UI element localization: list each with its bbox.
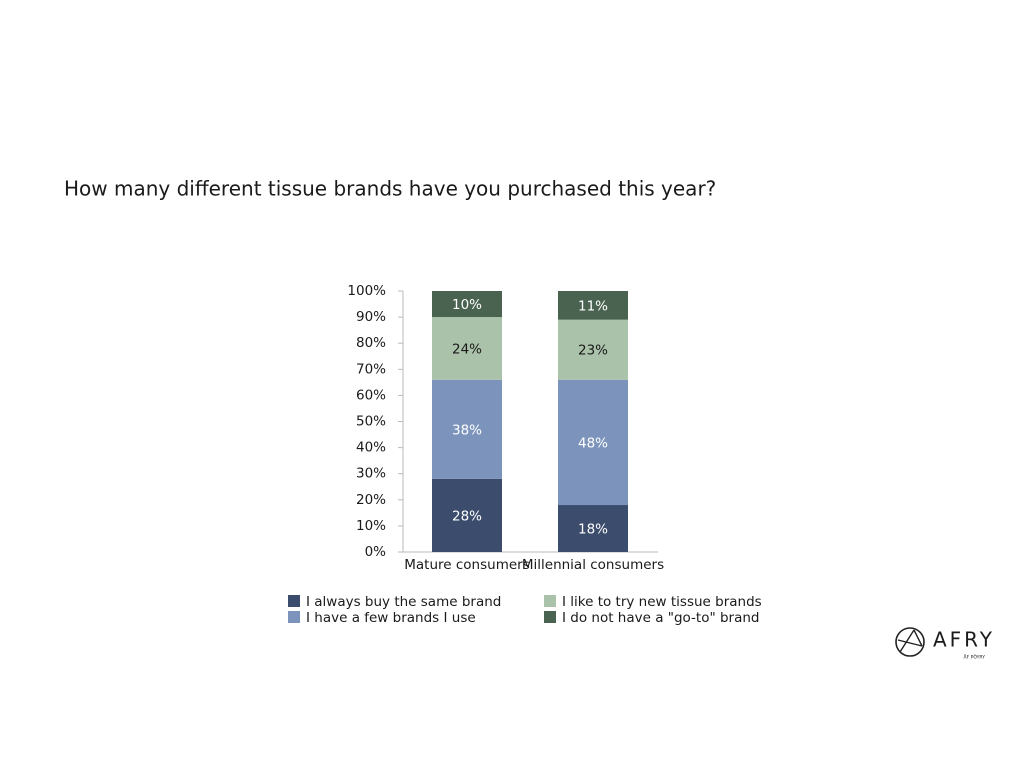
logo-icon — [895, 627, 925, 657]
y-tick-label: 100% — [347, 283, 386, 299]
x-tick-label: Millennial consumers — [522, 557, 664, 573]
y-tick-label: 10% — [356, 518, 386, 534]
bar-segment — [558, 379, 628, 506]
data-label: 10% — [452, 297, 482, 313]
chart-title: How many different tissue brands have yo… — [64, 177, 716, 201]
y-tick-label: 0% — [365, 544, 387, 560]
logo: AFRY ÅF PÖYRY — [895, 627, 995, 661]
data-label: 18% — [578, 522, 608, 538]
legend-swatch — [288, 595, 300, 607]
data-label: 11% — [578, 298, 608, 314]
bar-segment — [558, 291, 628, 320]
logo-name: AFRY — [933, 628, 995, 652]
x-tick-label: Mature consumers — [404, 557, 530, 573]
legend-label: I have a few brands I use — [306, 610, 476, 626]
y-tick-label: 70% — [356, 361, 386, 377]
y-tick-label: 60% — [356, 387, 386, 403]
legend-label: I do not have a "go-to" brand — [562, 610, 760, 626]
y-tick-label: 30% — [356, 466, 386, 482]
legend-swatch — [544, 595, 556, 607]
bar-segment — [558, 319, 628, 380]
bar-segment — [432, 317, 502, 380]
legend-label: I like to try new tissue brands — [562, 594, 762, 610]
data-label: 48% — [578, 435, 608, 451]
bar-segment — [558, 505, 628, 552]
legend-label: I always buy the same brand — [306, 594, 501, 610]
y-tick-label: 20% — [356, 492, 386, 508]
bar-segment — [432, 379, 502, 479]
legend-swatch — [544, 611, 556, 623]
data-label: 24% — [452, 341, 482, 357]
data-label: 28% — [452, 508, 482, 524]
y-tick-label: 50% — [356, 414, 386, 430]
bar-segment — [432, 478, 502, 552]
data-label: 38% — [452, 422, 482, 438]
y-tick-label: 90% — [356, 309, 386, 325]
data-label: 23% — [578, 343, 608, 359]
bar-segment — [432, 291, 502, 318]
logo-tagline: ÅF PÖYRY — [964, 654, 986, 661]
legend-swatch — [288, 611, 300, 623]
logo-icon-lines — [897, 629, 923, 653]
y-tick-label: 80% — [356, 335, 386, 351]
y-tick-label: 40% — [356, 440, 386, 456]
